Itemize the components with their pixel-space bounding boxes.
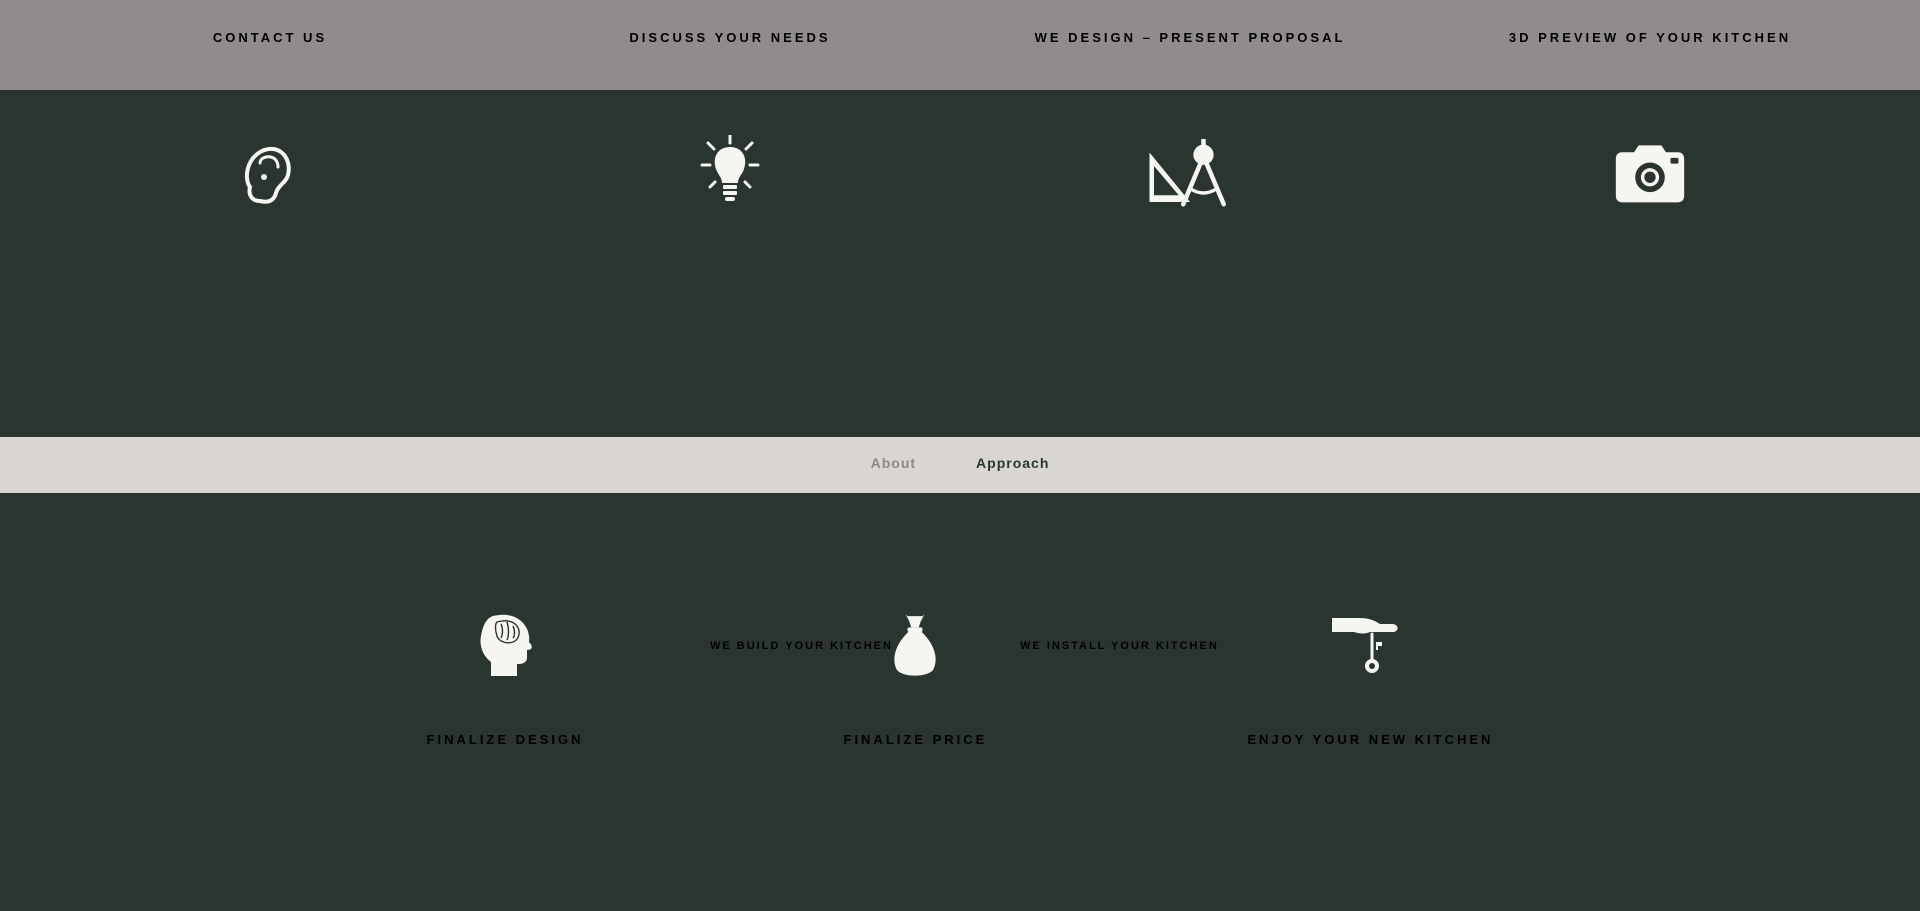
- hand-key-icon: [1330, 605, 1410, 690]
- tab-approach[interactable]: Approach: [976, 455, 1049, 471]
- step-design-proposal: WE DESIGN – PRESENT PROPOSAL: [960, 30, 1420, 215]
- money-bag-icon: [885, 605, 945, 690]
- step-label: FINALIZE DESIGN: [427, 730, 584, 751]
- lightbulb-icon: [698, 135, 762, 215]
- step-label: WE DESIGN – PRESENT PROPOSAL: [1035, 30, 1346, 45]
- top-steps-row: CONTACT US DISCUSS YOUR NEEDS: [0, 30, 1920, 215]
- step-label: FINALIZE PRICE: [844, 730, 988, 751]
- step-finalize-price: FINALIZE PRICE: [844, 605, 988, 751]
- tab-about[interactable]: About: [871, 455, 916, 471]
- step-label: CONTACT US: [213, 30, 327, 45]
- step-3d-preview: 3D PREVIEW OF YOUR KITCHEN: [1420, 30, 1880, 215]
- drafting-tools-icon: [1145, 135, 1235, 215]
- step-discuss-needs: DISCUSS YOUR NEEDS: [500, 30, 960, 215]
- step-enjoy-kitchen: ENJOY YOUR NEW KITCHEN: [1247, 605, 1493, 751]
- brain-head-icon: [473, 605, 537, 690]
- step-finalize-design: FINALIZE DESIGN: [427, 605, 584, 751]
- step-label: 3D PREVIEW OF YOUR KITCHEN: [1509, 30, 1791, 45]
- camera-icon: [1609, 135, 1691, 215]
- step-contact-us: CONTACT US: [40, 30, 500, 215]
- ear-icon: [238, 135, 302, 215]
- bottom-steps-row: FINALIZE DESIGN FINALIZE PRICE: [0, 605, 1920, 751]
- step-label: ENJOY YOUR NEW KITCHEN: [1247, 730, 1493, 751]
- process-infographic: CONTACT US DISCUSS YOUR NEEDS: [0, 0, 1920, 911]
- section-tabs: About Approach: [0, 455, 1920, 471]
- step-label: DISCUSS YOUR NEEDS: [629, 30, 830, 45]
